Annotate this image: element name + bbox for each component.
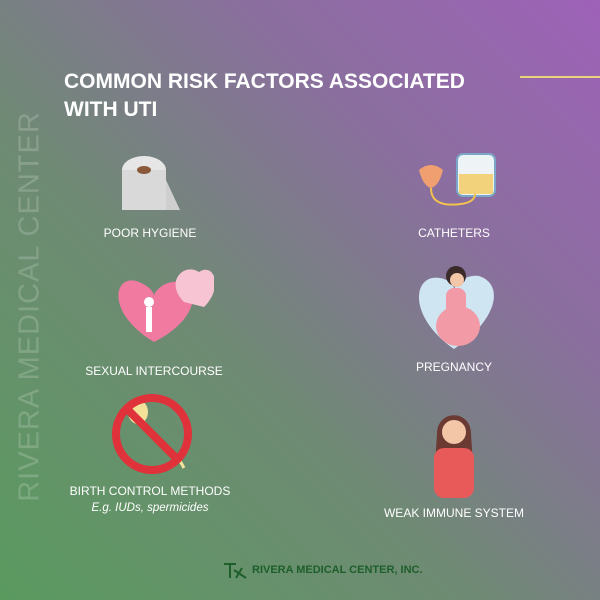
risk-item-hygiene: POOR HYGIENE [60,140,240,240]
risk-item-intercourse: SEXUAL INTERCOURSE [64,262,244,378]
risk-item-catheters: CATHETERS [364,140,544,240]
pregnant-woman-icon [419,266,494,349]
logo-text: RIVERA MEDICAL CENTER, INC. [252,564,423,576]
no-sperm-icon [112,394,192,474]
page-title: COMMON RISK FACTORS ASSOCIATED WITH UTI [64,70,465,121]
item-label: BIRTH CONTROL METHODS [69,484,231,498]
risk-item-birth-control: BIRTH CONTROL METHODS E.g. IUDs, spermic… [60,390,240,515]
item-subtext: E.g. IUDs, spermicides [91,502,209,514]
risk-item-immune: WEAK IMMUNE SYSTEM [364,404,544,520]
toilet-paper-icon [122,156,180,210]
item-label: PREGNANCY [415,360,492,374]
catheter-bag-icon [419,153,496,206]
footer-logo: RIVERA MEDICAL CENTER, INC. [222,560,423,580]
item-label: WEAK IMMUNE SYSTEM [383,506,524,520]
hearts-couple-icon [118,269,214,342]
risk-item-pregnancy: PREGNANCY [364,254,544,374]
item-label: SEXUAL INTERCOURSE [85,364,223,378]
item-label: POOR HYGIENE [103,226,197,240]
title-divider [520,76,600,78]
sick-woman-icon [434,415,474,498]
rmc-logo-icon [224,563,247,579]
watermark: RIVERA MEDICAL CENTER [13,111,46,502]
item-label: CATHETERS [418,226,490,240]
